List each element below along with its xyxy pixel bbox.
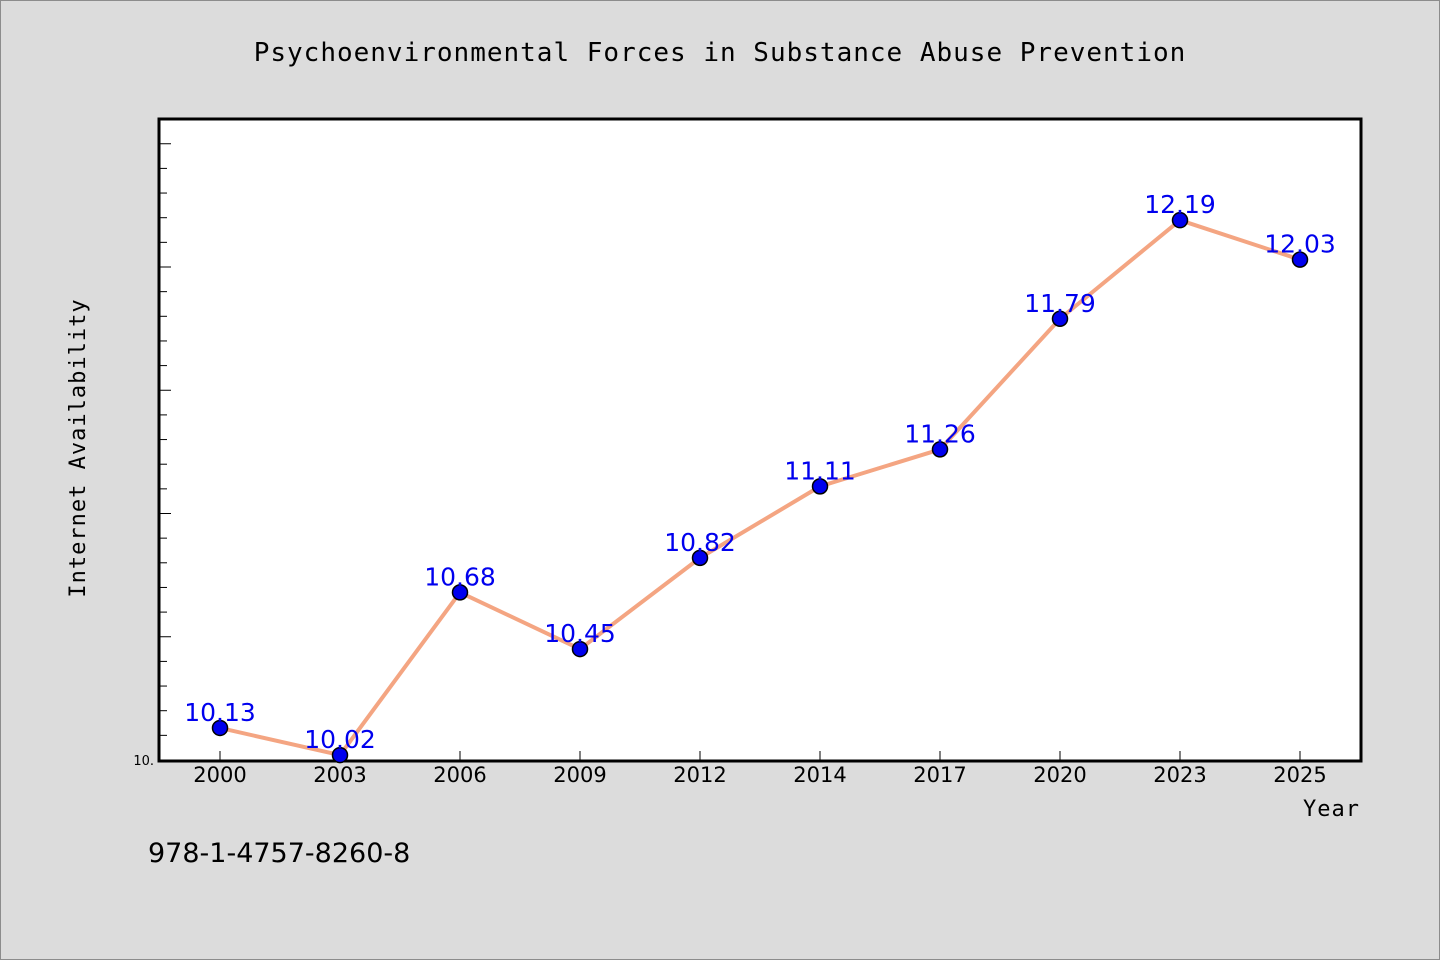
data-label: 12.03	[1264, 230, 1336, 259]
data-label: 11.26	[904, 419, 976, 448]
x-axis-ticks: 2000 2003 2006 2009 2012 2014 2017 2020 2023 2025	[193, 751, 1327, 787]
x-tick-label: 2006	[433, 763, 486, 787]
data-label: 11.79	[1024, 289, 1096, 318]
data-point	[571, 640, 589, 658]
isbn-text: 978-1-4757-8260-8	[148, 838, 410, 869]
data-point	[451, 584, 469, 601]
x-tick-label: 2003	[313, 763, 366, 787]
data-point	[1051, 310, 1069, 328]
series-line	[218, 218, 1302, 758]
data-label: 11.11	[784, 456, 856, 485]
data-point	[1291, 251, 1309, 268]
data-label: 10.02	[304, 725, 376, 754]
data-point	[931, 441, 949, 458]
data-labels-layer: 10.13 10.02 10.68 10.45 10.82 11.11 11.26 11.79…	[184, 190, 1336, 754]
data-label: 10.13	[184, 698, 256, 727]
x-tick-label: 2023	[1153, 763, 1206, 787]
data-point	[811, 478, 829, 495]
x-tick-label: 2014	[793, 763, 846, 787]
y-tick-label: 10.	[133, 754, 154, 769]
data-point	[331, 746, 349, 764]
x-axis-label: Year	[1303, 797, 1360, 822]
x-tick-label: 2020	[1033, 763, 1086, 787]
x-tick-label: 2009	[553, 763, 606, 787]
plot-area	[157, 117, 1363, 763]
data-label: 10.82	[664, 528, 736, 557]
y-axis-ticks	[159, 143, 171, 736]
data-point	[211, 719, 229, 737]
chart-title: Psychoenvironmental Forces in Substance …	[254, 38, 1187, 68]
data-label: 10.45	[544, 619, 616, 648]
series-layer	[211, 211, 1309, 764]
data-point	[1171, 211, 1189, 229]
data-label: 12.19	[1144, 190, 1216, 219]
x-tick-label: 2012	[673, 763, 726, 787]
x-tick-label: 2017	[913, 763, 966, 787]
x-tick-label: 2000	[193, 763, 246, 787]
x-tick-label: 2025	[1273, 763, 1326, 787]
data-label: 10.68	[424, 562, 496, 591]
y-axis-label: Internet Availability	[66, 298, 91, 597]
data-point	[691, 549, 709, 567]
